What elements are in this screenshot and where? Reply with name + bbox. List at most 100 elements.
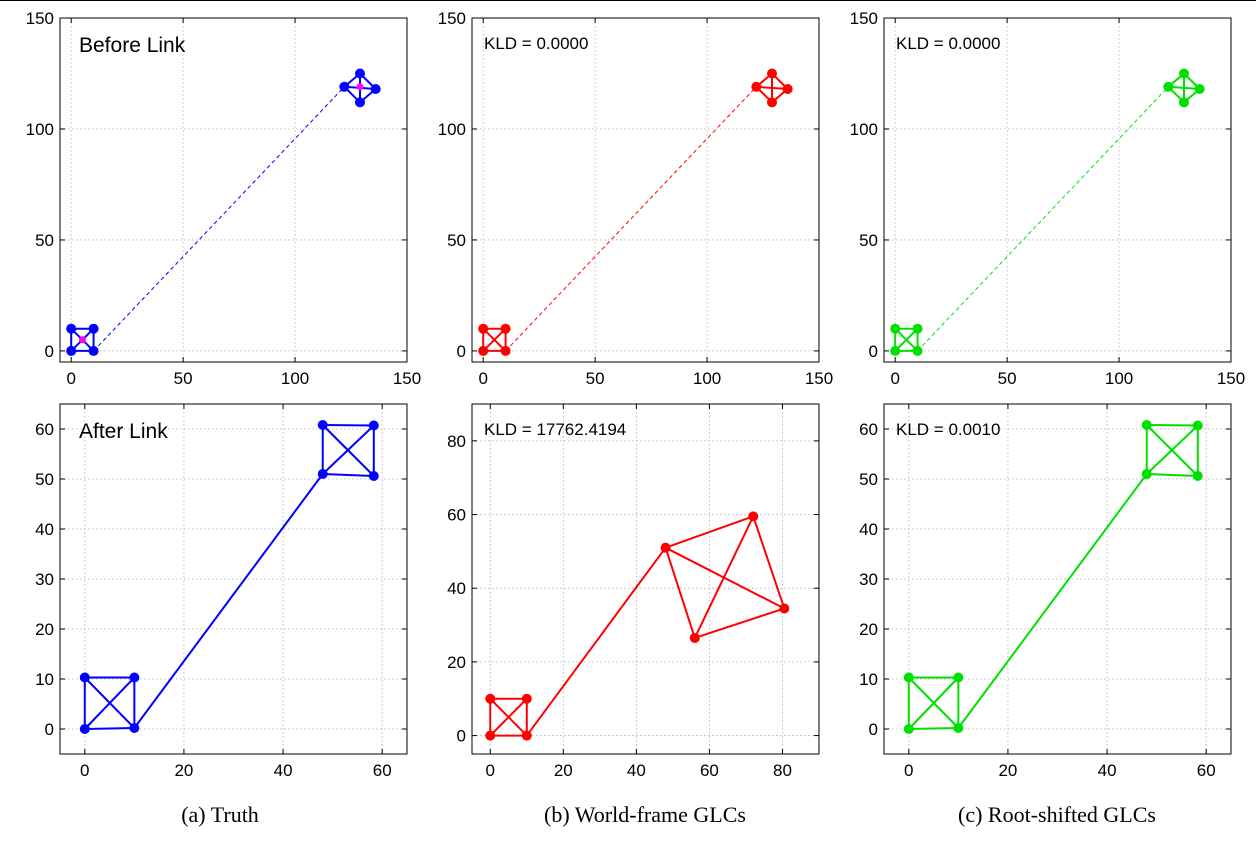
- y-tick-label: 30: [35, 570, 54, 589]
- y-tick-label: 10: [859, 670, 878, 689]
- y-tick-label: 50: [447, 231, 466, 250]
- edge-line: [322, 424, 374, 427]
- node-point: [521, 730, 532, 741]
- x-tick-label: 0: [80, 761, 89, 780]
- edge-line: [957, 473, 1148, 729]
- y-tick-label: 150: [26, 9, 54, 28]
- y-tick-label: 50: [859, 470, 878, 489]
- top-rule: [0, 0, 1256, 1]
- x-tick-label: 60: [700, 761, 719, 780]
- x-tick-label: 60: [373, 761, 392, 780]
- node-point: [953, 723, 964, 733]
- y-tick-label: 0: [457, 727, 466, 746]
- x-tick-label: 20: [174, 761, 193, 780]
- edge-line: [489, 698, 528, 737]
- link-line: [93, 86, 345, 352]
- x-tick-label: 150: [805, 369, 833, 388]
- x-tick-label: 150: [393, 369, 421, 388]
- node-point: [368, 471, 379, 481]
- edge-line: [1146, 424, 1198, 427]
- node-point: [890, 323, 901, 334]
- edge-line: [665, 546, 785, 610]
- y-tick-label: 50: [35, 231, 54, 250]
- y-tick-label: 50: [859, 231, 878, 250]
- y-tick-label: 0: [45, 342, 54, 361]
- node-point: [1141, 469, 1152, 479]
- node-point: [903, 672, 914, 683]
- y-tick-label: 60: [859, 420, 878, 439]
- edge-line: [664, 547, 696, 639]
- node-point: [1141, 420, 1152, 430]
- x-tick-label: 100: [1105, 369, 1133, 388]
- panel-a-top: 0 50 100 150 0 50 100 150 Before Link: [26, 9, 422, 388]
- annotation-label: KLD = 0.0000: [896, 34, 1000, 53]
- panel-c-bottom: 0 20 40 60 0 10 20 30 40 50 60 KLD = 0.0010: [859, 403, 1232, 780]
- node-point: [354, 97, 365, 108]
- node-point: [317, 420, 328, 430]
- y-tick-label: 40: [447, 579, 466, 598]
- node-point: [485, 693, 496, 704]
- node-point: [1194, 84, 1205, 95]
- x-tick-label: 0: [478, 369, 487, 388]
- x-tick-label: 40: [1098, 761, 1117, 780]
- x-tick-label: 0: [890, 369, 899, 388]
- y-tick-label: 20: [35, 620, 54, 639]
- node-point: [1178, 68, 1189, 79]
- edge-line: [665, 515, 754, 549]
- node-point: [88, 323, 99, 334]
- y-tick-label: 60: [447, 506, 466, 525]
- annotation-label: KLD = 0.0000: [484, 34, 588, 53]
- node-point: [339, 81, 350, 92]
- x-tick-label: 0: [904, 761, 913, 780]
- edge-line: [894, 327, 919, 352]
- annotation-label: Before Link: [79, 34, 186, 57]
- y-tick-label: 40: [859, 520, 878, 539]
- y-tick-label: 80: [447, 432, 466, 451]
- node-point: [500, 323, 511, 334]
- y-tick-label: 30: [859, 570, 878, 589]
- edge-line: [693, 515, 755, 639]
- node-point: [129, 723, 140, 733]
- annotation-label: KLD = 17762.4194: [484, 420, 626, 439]
- annotation-label: KLD = 0.0010: [896, 420, 1000, 439]
- y-tick-label: 100: [438, 120, 466, 139]
- node-point: [1163, 81, 1174, 92]
- edge-line: [752, 516, 786, 609]
- node-point: [66, 323, 77, 334]
- y-tick-label: 0: [457, 342, 466, 361]
- node-point: [368, 420, 379, 431]
- node-point: [88, 345, 99, 356]
- node-point: [485, 730, 496, 741]
- node-point: [689, 632, 700, 643]
- caption-b: (b) World-frame GLCs: [544, 802, 746, 827]
- edge-line: [133, 473, 324, 729]
- edge-line: [322, 424, 375, 477]
- node-point: [748, 511, 759, 522]
- link-line: [917, 86, 1169, 352]
- x-tick-label: 20: [554, 761, 573, 780]
- x-tick-label: 100: [693, 369, 721, 388]
- node-point: [953, 672, 964, 683]
- axes-frame: [471, 17, 820, 363]
- x-tick-label: 40: [274, 761, 293, 780]
- y-tick-label: 20: [447, 653, 466, 672]
- node-point: [79, 672, 90, 683]
- edge-line: [1146, 473, 1198, 477]
- node-point: [370, 84, 381, 95]
- x-tick-label: 0: [486, 761, 495, 780]
- edge-line: [908, 676, 960, 729]
- node-point: [79, 724, 90, 734]
- x-tick-label: 50: [998, 369, 1017, 388]
- node-point: [660, 542, 671, 553]
- y-tick-label: 10: [35, 670, 54, 689]
- x-tick-label: 50: [174, 369, 193, 388]
- edge-line: [482, 327, 507, 352]
- node-point: [890, 345, 901, 356]
- y-tick-label: 60: [35, 420, 54, 439]
- caption-a: (a) Truth: [181, 802, 259, 827]
- node-point: [766, 68, 777, 79]
- y-tick-label: 50: [35, 470, 54, 489]
- node-point: [912, 345, 923, 356]
- axes-frame: [883, 17, 1232, 363]
